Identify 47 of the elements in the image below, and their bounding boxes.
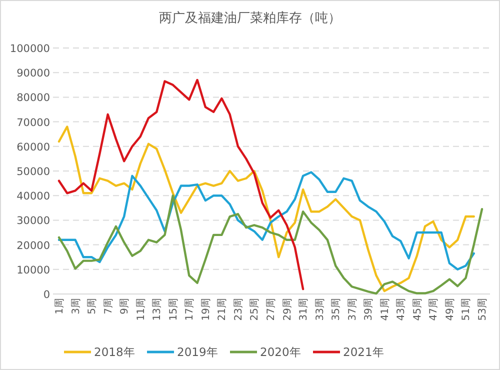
x-tick-label: 11周 — [136, 298, 147, 321]
y-tick-label: 80000 — [16, 92, 50, 104]
legend-label: 2018年 — [94, 345, 136, 359]
line-series — [58, 194, 484, 295]
y-tick-label: 60000 — [16, 141, 50, 154]
x-tick-label: 35周 — [331, 298, 342, 321]
line-series — [58, 171, 475, 270]
x-tick-label: 19周 — [200, 298, 212, 321]
y-tick-label: 30000 — [16, 215, 50, 228]
x-tick-label: 51周 — [461, 298, 472, 321]
x-tick-label: 27周 — [266, 298, 277, 321]
x-tick-label: 49周 — [444, 298, 456, 321]
x-tick-label: 31周 — [298, 298, 310, 321]
legend-label: 2021年 — [343, 345, 384, 359]
y-tick-label: 0 — [43, 289, 50, 301]
x-tick-label: 53周 — [478, 298, 488, 321]
x-tick-label: 1周 — [54, 298, 66, 314]
x-tick-label: 15周 — [168, 298, 180, 321]
y-tick-label: 70000 — [16, 116, 50, 129]
x-tick-label: 3周 — [70, 298, 82, 314]
x-tick-label: 25周 — [250, 298, 261, 321]
y-tick-label: 90000 — [16, 68, 50, 80]
x-tick-label: 37周 — [347, 298, 358, 321]
x-tick-label: 47周 — [428, 298, 440, 321]
line-series — [58, 126, 475, 292]
x-tick-label: 21周 — [217, 298, 228, 321]
x-tick-label: 41周 — [380, 298, 391, 321]
x-tick-label: 5周 — [87, 298, 98, 314]
y-tick-label: 50000 — [16, 166, 50, 178]
x-tick-label: 29周 — [282, 298, 294, 321]
line-series — [58, 78, 304, 290]
x-tick-label: 39周 — [364, 298, 375, 321]
chart-title: 两广及福建油厂菜粕库存（吨） — [159, 11, 341, 26]
x-tick-label: 13周 — [152, 298, 164, 321]
x-tick-label: 45周 — [412, 298, 424, 321]
y-tick-label: 10000 — [16, 264, 50, 276]
y-tick-label: 100000 — [10, 43, 50, 55]
x-tick-label: 7周 — [103, 298, 114, 314]
x-tick-label: 33周 — [314, 298, 326, 321]
x-tick-label: 9周 — [120, 298, 131, 314]
y-tick-label: 40000 — [16, 190, 50, 203]
y-tick-label: 20000 — [16, 240, 50, 252]
legend-label: 2019年 — [177, 345, 218, 359]
x-tick-label: 17周 — [184, 298, 196, 321]
x-tick-label: 23周 — [233, 298, 244, 321]
legend-label: 2020年 — [260, 345, 302, 359]
x-tick-label: 43周 — [396, 298, 408, 321]
